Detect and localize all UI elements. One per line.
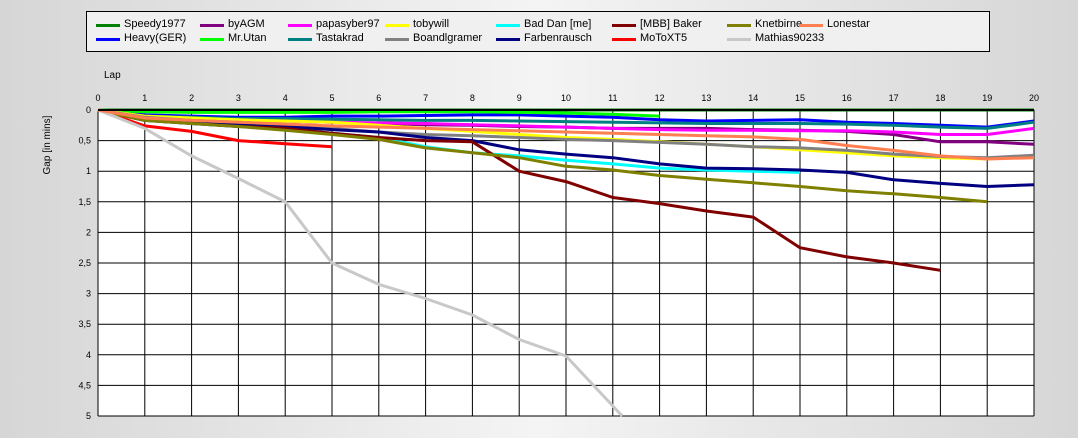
legend-label: byAGM bbox=[228, 18, 265, 30]
legend-swatch bbox=[612, 24, 636, 27]
chart-legend: Speedy1977 Heavy(GER) byAGM Mr.Utan papasybe… bbox=[86, 11, 990, 52]
legend-label: Mathias90233 bbox=[755, 32, 825, 44]
axes: 0 1 2 3 4 5 6 7 8 9 10 11 12 13 14 15 16 17 18 19 2000,511,5… bbox=[78, 93, 1039, 421]
legend-swatch bbox=[288, 38, 312, 41]
x-tick-label: 11 bbox=[608, 93, 617, 103]
legend-label: MoToXT5 bbox=[640, 32, 688, 44]
legend-swatch bbox=[200, 24, 224, 27]
series-line bbox=[97, 108, 1035, 161]
x-tick-label: 3 bbox=[236, 93, 241, 103]
x-tick-label: 7 bbox=[423, 93, 428, 103]
series-line bbox=[97, 108, 660, 118]
series-line bbox=[97, 108, 1035, 188]
legend-swatch bbox=[799, 24, 823, 27]
y-tick-label: 4,5 bbox=[78, 380, 91, 390]
legend-swatch bbox=[385, 38, 409, 41]
x-tick-label: 0 bbox=[95, 93, 100, 103]
y-tick-label: 1,5 bbox=[78, 197, 91, 207]
y-tick-label: 5 bbox=[86, 411, 91, 421]
series-line bbox=[97, 108, 333, 149]
x-tick-label: 16 bbox=[842, 93, 852, 103]
legend-swatch bbox=[496, 24, 520, 27]
x-tick-label: 9 bbox=[517, 93, 522, 103]
y-tick-label: 3,5 bbox=[78, 319, 91, 329]
x-tick-label: 4 bbox=[283, 93, 288, 103]
legend-label: Bad Dan [me] bbox=[524, 18, 592, 30]
legend-label: Heavy(GER) bbox=[124, 32, 187, 44]
x-tick-label: 8 bbox=[470, 93, 475, 103]
legend-swatch bbox=[727, 38, 751, 41]
legend-label: Mr.Utan bbox=[228, 32, 267, 44]
legend-swatch bbox=[200, 38, 224, 41]
legend-swatch bbox=[496, 38, 520, 41]
legend-label: Farbenrausch bbox=[524, 32, 592, 44]
series-line bbox=[97, 108, 1035, 130]
y-tick-label: 0 bbox=[86, 105, 91, 115]
y-tick-label: 1 bbox=[86, 166, 91, 176]
series-line bbox=[97, 108, 624, 418]
x-tick-label: 6 bbox=[376, 93, 381, 103]
x-tick-label: 13 bbox=[701, 93, 711, 103]
legend-swatch bbox=[96, 38, 120, 41]
legend-label: Knetbirne bbox=[755, 18, 803, 30]
x-tick-label: 20 bbox=[1029, 93, 1039, 103]
x-tick-label: 14 bbox=[748, 93, 758, 103]
x-tick-label: 10 bbox=[561, 93, 571, 103]
x-tick-label: 17 bbox=[889, 93, 899, 103]
legend-swatch bbox=[727, 24, 751, 27]
series-line bbox=[97, 108, 988, 204]
y-tick-label: 2,5 bbox=[78, 258, 91, 268]
y-tick-label: 0,5 bbox=[78, 136, 91, 146]
legend-label: [MBB] Baker bbox=[640, 18, 702, 30]
x-tick-label: 1 bbox=[142, 93, 147, 103]
x-tick-label: 15 bbox=[795, 93, 805, 103]
legend-swatch bbox=[288, 24, 312, 27]
x-axis-title: Lap bbox=[104, 70, 121, 81]
x-tick-label: 19 bbox=[982, 93, 992, 103]
y-tick-label: 3 bbox=[86, 289, 91, 299]
legend-label: Lonestar bbox=[827, 18, 870, 30]
x-tick-label: 12 bbox=[655, 93, 665, 103]
series-line bbox=[97, 108, 1035, 161]
legend-label: Tastakrad bbox=[316, 32, 364, 44]
y-axis-title: Gap [in mins] bbox=[42, 115, 53, 174]
grid-lines bbox=[97, 109, 1035, 417]
y-tick-label: 2 bbox=[86, 227, 91, 237]
legend-label: papasyber97 bbox=[316, 18, 380, 30]
legend-label: Speedy1977 bbox=[124, 18, 186, 30]
legend-swatch bbox=[612, 38, 636, 41]
legend-label: Boandlgramer bbox=[413, 32, 483, 44]
x-tick-label: 2 bbox=[189, 93, 194, 103]
legend-swatch bbox=[385, 24, 409, 27]
x-tick-label: 5 bbox=[329, 93, 334, 103]
legend-swatch bbox=[96, 24, 120, 27]
legend-label: tobywill bbox=[413, 18, 450, 30]
x-tick-label: 18 bbox=[935, 93, 945, 103]
y-tick-label: 4 bbox=[86, 350, 91, 360]
